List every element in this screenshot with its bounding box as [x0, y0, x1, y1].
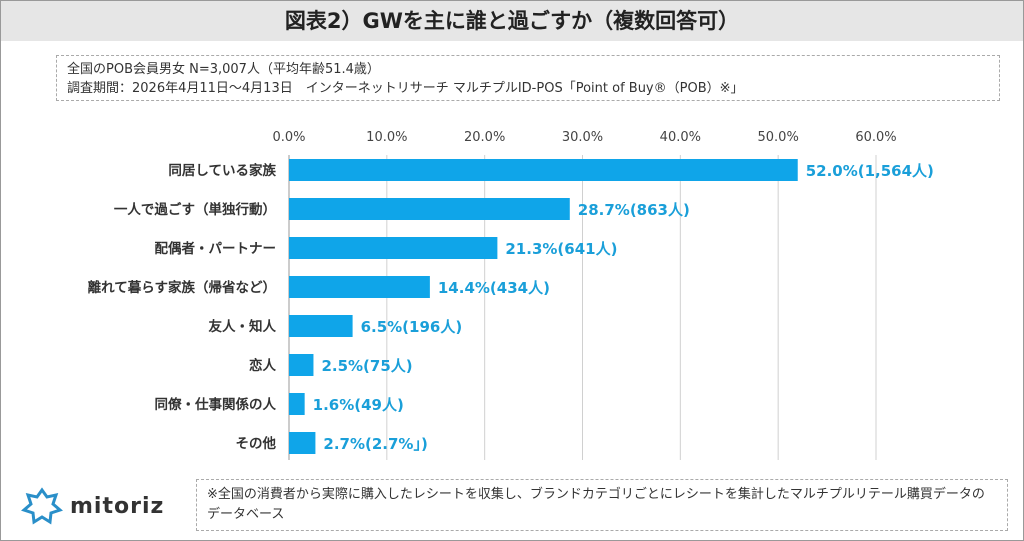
bar: [289, 198, 570, 220]
bar: [289, 393, 305, 415]
category-label: 同僚・仕事関係の人: [155, 396, 277, 413]
tick-label: 60.0%: [855, 130, 896, 145]
survey-info: 全国のPOB会員男女 N=3,007人（平均年齢51.4歳） 調査期間：2026…: [56, 55, 1000, 101]
tick-label: 20.0%: [464, 130, 505, 145]
data-label: 6.5%(196人): [361, 318, 463, 336]
category-label: その他: [236, 435, 277, 452]
survey-sample: 全国のPOB会員男女 N=3,007人（平均年齢51.4歳）: [67, 62, 380, 77]
chart-title: 図表2）GWを主に誰と過ごすか（複数回答可）: [1, 1, 1023, 41]
logo-text: mitoriz: [70, 493, 165, 519]
data-label: 28.7%(863人): [578, 201, 690, 219]
category-label: 同居している家族: [168, 162, 276, 179]
data-label: 14.4%(434人): [438, 279, 550, 297]
mitoriz-logo: mitoriz: [20, 484, 164, 528]
category-label: 恋人: [249, 357, 276, 374]
footnote: ※全国の消費者から実際に購入したレシートを収集し、ブランドカテゴリごとにレシート…: [196, 479, 1008, 531]
logo-icon: [21, 487, 63, 525]
tick-label: 40.0%: [660, 130, 701, 145]
tick-label: 30.0%: [562, 130, 603, 145]
tick-label: 10.0%: [366, 130, 407, 145]
bar: [289, 159, 798, 181]
data-label: 21.3%(641人): [505, 240, 617, 258]
data-label: 2.7%(2.7%｣): [323, 435, 427, 453]
data-label: 52.0%(1,564人): [806, 162, 934, 180]
category-label: 配偶者・パートナー: [155, 240, 277, 257]
tick-label: 50.0%: [758, 130, 799, 145]
bar: [289, 315, 353, 337]
category-label: 離れて暮らす家族（帰省など）: [88, 279, 276, 296]
category-label: 一人で過ごす（単独行動）: [114, 201, 276, 218]
data-label: 2.5%(75人): [321, 357, 412, 375]
bar: [289, 354, 314, 376]
bar: [289, 276, 430, 298]
bar: [289, 237, 498, 259]
category-label: 友人・知人: [209, 318, 277, 335]
bar: [289, 432, 316, 454]
data-label: 1.6%(49人): [313, 396, 404, 414]
survey-period: 調査期間：2026年4月11日～4月13日 インターネットリサーチ マルチプルI…: [67, 81, 744, 96]
tick-label: 0.0%: [272, 130, 305, 145]
